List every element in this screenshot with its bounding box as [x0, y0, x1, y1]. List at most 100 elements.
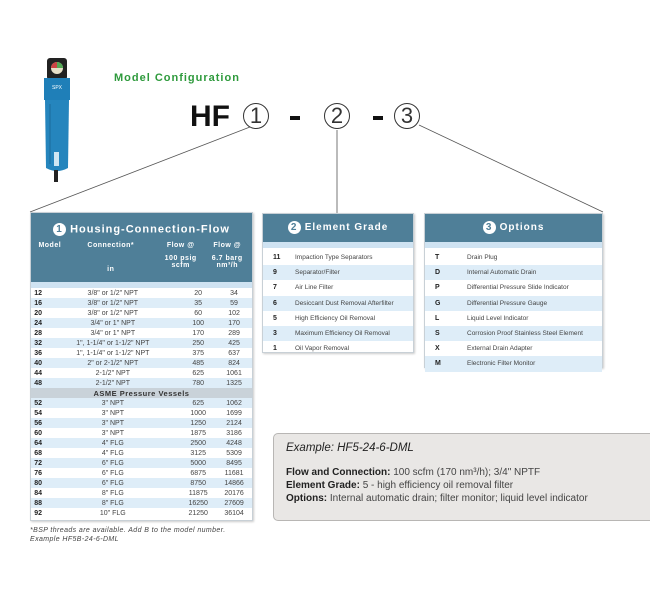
table-cell: 3/8" or 1/2" NPT — [87, 309, 139, 317]
example-options: Options: Internal automatic drain; filte… — [286, 493, 588, 504]
options-item: S Corrosion Proof Stainless Steel Element — [425, 325, 602, 342]
table-cell: 1875 — [190, 429, 206, 437]
table-row: 84 8" FLG 11875 20176 — [31, 488, 252, 498]
table-cell: 3186 — [226, 429, 242, 437]
grade-item: 5 High Efficiency Oil Removal — [263, 311, 413, 326]
table-cell: 21250 — [188, 509, 208, 517]
item-label: High Efficiency Oil Removal — [295, 314, 376, 322]
table-cell: 1325 — [216, 378, 252, 388]
table-cell: 170 — [216, 318, 252, 328]
table-cell: 8" FLG — [45, 498, 181, 508]
table-cell: 6875 — [190, 469, 206, 477]
table-row: 80 6" FLG 8750 14866 — [31, 478, 252, 488]
table-cell: 10" FLG — [99, 509, 126, 517]
table-cell: 625 — [180, 398, 217, 408]
item-code: 3 — [273, 330, 277, 338]
table-cell: 485 — [180, 358, 217, 368]
item-label: Liquid Level Indicator — [467, 314, 529, 322]
number-badge-icon: 1 — [53, 223, 67, 236]
table-cell: 6" FLG — [45, 458, 181, 468]
table-cell: 102 — [228, 309, 240, 317]
number-badge-icon: 2 — [287, 220, 301, 234]
svg-text:SPX: SPX — [52, 85, 63, 91]
table-cell: 5000 — [180, 458, 217, 468]
table-cell: 80 — [31, 478, 46, 488]
item-label: External Drain Adapter — [467, 345, 533, 353]
item-label: Differential Pressure Gauge — [467, 299, 548, 307]
table-cell: 8750 — [180, 478, 217, 488]
table-cell: 6" FLG — [45, 478, 181, 488]
housing-table: 12 3/8" or 1/2" NPT 20 34 16 3/8" or 1/2" NPT… — [31, 288, 252, 518]
footnote: *BSP threads are available. Add B to the… — [30, 527, 226, 543]
table-row: 28 3/4" or 1" NPT 170 289 — [31, 328, 252, 338]
options-item: M Electronic Filter Monitor — [425, 356, 602, 372]
grade-title: Element Grade — [304, 222, 389, 233]
table-cell: 289 — [228, 329, 240, 337]
slot-1-marker: 1 — [243, 103, 269, 129]
table-cell: 3" NPT — [45, 418, 181, 428]
grade-item: 3 Maximum Efficiency Oil Removal — [263, 325, 413, 342]
options-panel: 3 Options T Drain Plug D Internal Automatic … — [424, 213, 603, 372]
table-cell: 4248 — [216, 438, 252, 448]
table-cell: 375 — [192, 349, 205, 357]
slot-2-marker: 2 — [324, 103, 350, 129]
item-label: Air Line Filter — [295, 284, 334, 292]
table-cell: 59 — [216, 298, 252, 308]
table-cell: 40 — [31, 358, 46, 368]
table-cell: 100 — [180, 318, 217, 328]
item-code: D — [435, 269, 441, 277]
table-row: 60 3" NPT 1875 3186 — [31, 428, 252, 438]
table-row: 72 6" FLG 5000 8495 — [31, 458, 252, 468]
table-cell: 14866 — [216, 478, 252, 488]
item-code: 7 — [273, 284, 277, 292]
table-cell: 60 — [34, 429, 43, 437]
table-cell: 56 — [31, 418, 46, 428]
table-cell: 3/8" or 1/2" NPT — [87, 289, 139, 297]
example-heading: Example: HF5-24-6-DML — [286, 442, 414, 454]
col-connection: Connection* in — [87, 242, 135, 273]
item-code: P — [435, 284, 440, 292]
grade-item: 6 Desiccant Dust Removal Afterfilter — [263, 295, 413, 311]
item-code: 9 — [273, 269, 277, 277]
table-cell: 637 — [228, 349, 240, 357]
table-cell: 8495 — [216, 458, 252, 468]
options-item: D Internal Automatic Drain — [425, 265, 602, 281]
item-code: 11 — [273, 254, 281, 262]
grade-item: 11 Impaction Type Separators — [263, 250, 413, 265]
table-cell: 1062 — [216, 398, 252, 408]
asme-section-header: ASME Pressure Vessels — [31, 388, 252, 398]
options-item: L Liquid Level Indicator — [425, 311, 602, 326]
table-cell: 34 — [230, 289, 238, 297]
item-label: Separator/Filter — [295, 269, 340, 277]
item-code: S — [435, 330, 440, 338]
table-cell: 170 — [192, 329, 205, 337]
table-row: 44 2-1/2" NPT 625 1061 — [31, 368, 252, 378]
example-flow: Flow and Connection: 100 scfm (170 nm³/h… — [286, 467, 541, 478]
table-cell: 1699 — [226, 409, 242, 417]
table-cell: 1", 1-1/4" or 1-1/2" NPT — [76, 349, 150, 357]
table-cell: 425 — [216, 338, 252, 348]
item-code: G — [435, 299, 441, 307]
table-cell: 12 — [34, 289, 43, 297]
separator-dash — [373, 116, 383, 120]
table-cell: 16 — [31, 298, 46, 308]
item-label: Oil Vapor Removal — [295, 345, 350, 353]
item-code: T — [435, 254, 440, 262]
table-cell: 780 — [180, 378, 217, 388]
table-cell: 6" FLG — [101, 469, 124, 477]
table-cell: 250 — [180, 338, 217, 348]
table-row: 20 3/8" or 1/2" NPT 60 102 — [31, 308, 252, 318]
item-label: Corrosion Proof Stainless Steel Element — [467, 330, 583, 338]
table-cell: 2-1/2" NPT — [45, 378, 181, 388]
item-label: Maximum Efficiency Oil Removal — [295, 330, 390, 338]
options-item: X External Drain Adapter — [425, 341, 602, 356]
item-label: Electronic Filter Monitor — [467, 360, 536, 368]
table-cell: 3" NPT — [45, 398, 181, 408]
table-cell: 32 — [31, 338, 46, 348]
page-title: Model Configuration — [114, 72, 240, 84]
table-cell: 84 — [34, 489, 43, 497]
table-row: 12 3/8" or 1/2" NPT 20 34 — [31, 288, 252, 298]
table-cell: 88 — [31, 498, 46, 508]
table-row: 32 1", 1-1/4" or 1-1/2" NPT 250 425 — [31, 338, 252, 348]
table-cell: 36 — [34, 349, 43, 357]
